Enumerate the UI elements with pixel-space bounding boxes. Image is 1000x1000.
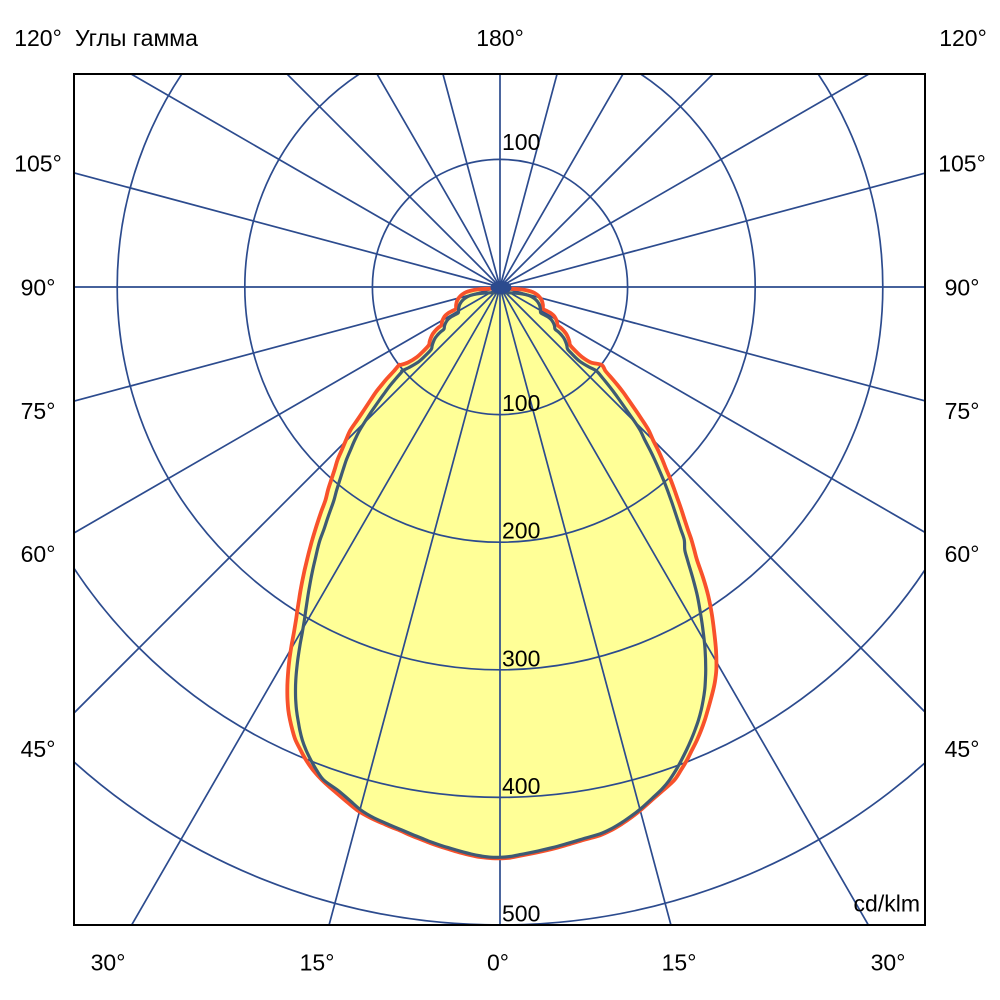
svg-text:0°: 0° [487,950,509,976]
svg-text:90°: 90° [21,275,56,301]
svg-text:30°: 30° [91,950,126,976]
svg-text:Углы гамма: Углы гамма [75,25,198,51]
svg-text:75°: 75° [21,398,56,424]
svg-text:500: 500 [502,901,540,927]
svg-text:45°: 45° [21,736,56,762]
svg-text:45°: 45° [945,736,980,762]
svg-text:60°: 60° [21,541,56,567]
svg-text:75°: 75° [945,398,980,424]
svg-text:60°: 60° [945,541,980,567]
svg-text:300: 300 [502,645,540,671]
svg-text:100: 100 [502,129,540,155]
svg-text:15°: 15° [300,950,335,976]
svg-text:100: 100 [502,390,540,416]
svg-text:cd/klm: cd/klm [854,891,920,917]
svg-text:105°: 105° [14,150,62,176]
svg-text:105°: 105° [938,150,986,176]
svg-text:400: 400 [502,773,540,799]
svg-text:90°: 90° [945,275,980,301]
svg-text:180°: 180° [476,25,524,51]
svg-text:30°: 30° [871,950,906,976]
svg-text:15°: 15° [662,950,697,976]
svg-text:120°: 120° [14,25,62,51]
svg-text:200: 200 [502,518,540,544]
svg-text:120°: 120° [939,25,987,51]
